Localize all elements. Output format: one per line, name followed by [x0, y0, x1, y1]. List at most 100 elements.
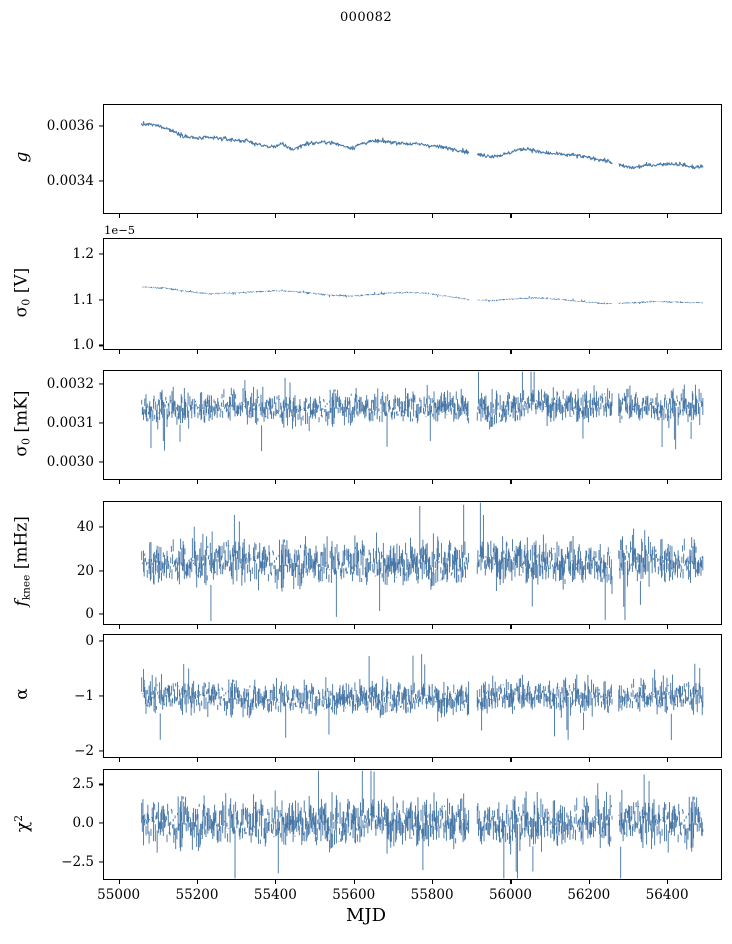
x-tick-mark	[197, 880, 199, 884]
x-tick-mark-shared	[197, 625, 199, 629]
plot-area-gain	[104, 105, 721, 213]
y-tick-mark	[99, 253, 103, 255]
y-tick-mark	[99, 125, 103, 127]
panel-fknee	[103, 501, 722, 625]
y-tick-label-chi2: 0.0	[72, 814, 94, 831]
x-tick-mark-shared	[275, 625, 277, 629]
x-tick-mark-shared	[667, 214, 669, 218]
y-tick-label-chi2: 2.5	[72, 776, 94, 793]
x-tick-mark	[432, 880, 434, 884]
y-tick-mark	[99, 783, 103, 785]
y-tick-mark	[99, 180, 103, 182]
x-tick-mark-shared	[432, 758, 434, 762]
y-tick-label-gain: 0.0034	[46, 173, 94, 189]
x-tick-mark-shared	[588, 214, 590, 218]
y-axis-label-alpha: α	[12, 688, 32, 700]
x-tick-mark-shared	[432, 480, 434, 484]
y-axis-label-chi2: χ2	[11, 814, 33, 832]
y-tick-label-alpha: 0	[85, 632, 94, 649]
x-tick-mark	[667, 880, 669, 884]
x-tick-mark-shared	[588, 625, 590, 629]
plot-area-chi2	[104, 770, 721, 879]
y-tick-label-sigma0-volt: 1.1	[72, 291, 94, 308]
panel-gain	[103, 104, 722, 214]
y-tick-label-sigma0-mk: 0.0031	[46, 415, 94, 432]
y-tick-mark	[99, 526, 103, 528]
y-tick-mark	[99, 383, 103, 385]
x-tick-mark-shared	[432, 214, 434, 218]
y-tick-mark	[99, 695, 103, 697]
x-tick-mark-shared	[667, 625, 669, 629]
x-tick-mark	[588, 880, 590, 884]
x-tick-label: 55000	[97, 887, 141, 903]
x-tick-mark-shared	[353, 625, 355, 629]
x-tick-mark-shared	[275, 480, 277, 484]
x-tick-mark-shared	[197, 350, 199, 354]
x-tick-mark-shared	[118, 350, 120, 354]
x-tick-mark-shared	[353, 214, 355, 218]
x-tick-mark-shared	[118, 625, 120, 629]
x-tick-mark	[275, 880, 277, 884]
y-tick-mark	[99, 570, 103, 572]
x-tick-mark-shared	[667, 350, 669, 354]
panel-sigma0-mk	[103, 370, 722, 480]
x-tick-mark-shared	[118, 214, 120, 218]
y-tick-mark	[99, 613, 103, 615]
y-tick-mark	[99, 822, 103, 824]
y-tick-mark	[99, 461, 103, 463]
x-tick-label: 55800	[410, 887, 454, 903]
y-axis-label-fknee: fknee [mHz]	[11, 516, 33, 607]
y-tick-label-fknee: 40	[76, 519, 94, 536]
figure-title: 000082	[339, 10, 393, 25]
x-tick-mark-shared	[510, 625, 512, 629]
x-tick-mark-shared	[667, 480, 669, 484]
x-tick-mark-shared	[432, 625, 434, 629]
panel-chi2	[103, 769, 722, 880]
plot-area-sigma0-mk	[104, 371, 721, 479]
x-tick-mark-shared	[197, 480, 199, 484]
x-tick-label: 56400	[645, 887, 689, 903]
y-tick-mark	[99, 860, 103, 863]
y-tick-mark	[99, 422, 103, 424]
x-tick-mark-shared	[432, 350, 434, 354]
y-tick-label-fknee: 20	[76, 562, 94, 579]
x-tick-mark-shared	[353, 350, 355, 354]
y-axis-offset-text: 1e−5	[104, 223, 136, 237]
y-tick-label-alpha: −2	[74, 743, 94, 760]
x-tick-mark-shared	[510, 214, 512, 218]
x-tick-mark-shared	[510, 480, 512, 484]
x-tick-mark-shared	[353, 480, 355, 484]
x-tick-mark-shared	[275, 214, 277, 218]
x-tick-mark-shared	[353, 758, 355, 762]
x-tick-label: 56200	[567, 887, 611, 903]
x-tick-mark-shared	[275, 758, 277, 762]
x-tick-mark	[353, 880, 355, 884]
x-tick-label: 55200	[175, 887, 219, 903]
x-tick-mark	[118, 880, 120, 884]
x-tick-mark-shared	[275, 350, 277, 354]
y-axis-label-sigma0-volt: σ0 [V]	[11, 267, 33, 318]
x-tick-mark-shared	[588, 758, 590, 762]
panel-alpha	[103, 634, 722, 758]
y-tick-mark	[99, 750, 103, 752]
x-tick-mark-shared	[197, 758, 199, 762]
y-axis-label-gain: g	[12, 151, 32, 163]
x-tick-mark-shared	[197, 214, 199, 218]
y-tick-label-chi2: −2.5	[61, 853, 94, 870]
y-tick-label-sigma0-volt: 1.0	[72, 337, 94, 354]
y-tick-mark	[99, 344, 103, 346]
x-tick-mark-shared	[667, 758, 669, 762]
x-tick-mark-shared	[510, 350, 512, 354]
x-tick-mark-shared	[510, 758, 512, 762]
y-tick-label-fknee: 0	[85, 606, 94, 623]
y-tick-mark	[99, 299, 103, 301]
plot-area-sigma0-volt	[104, 239, 721, 349]
x-tick-label: 56000	[488, 887, 532, 903]
x-tick-mark-shared	[118, 758, 120, 762]
x-tick-mark-shared	[118, 480, 120, 484]
plot-area-alpha	[104, 635, 721, 757]
x-tick-label: 55400	[253, 887, 297, 903]
x-tick-mark-shared	[588, 350, 590, 354]
y-axis-label-sigma0-mk: σ0 [mK]	[11, 390, 33, 457]
